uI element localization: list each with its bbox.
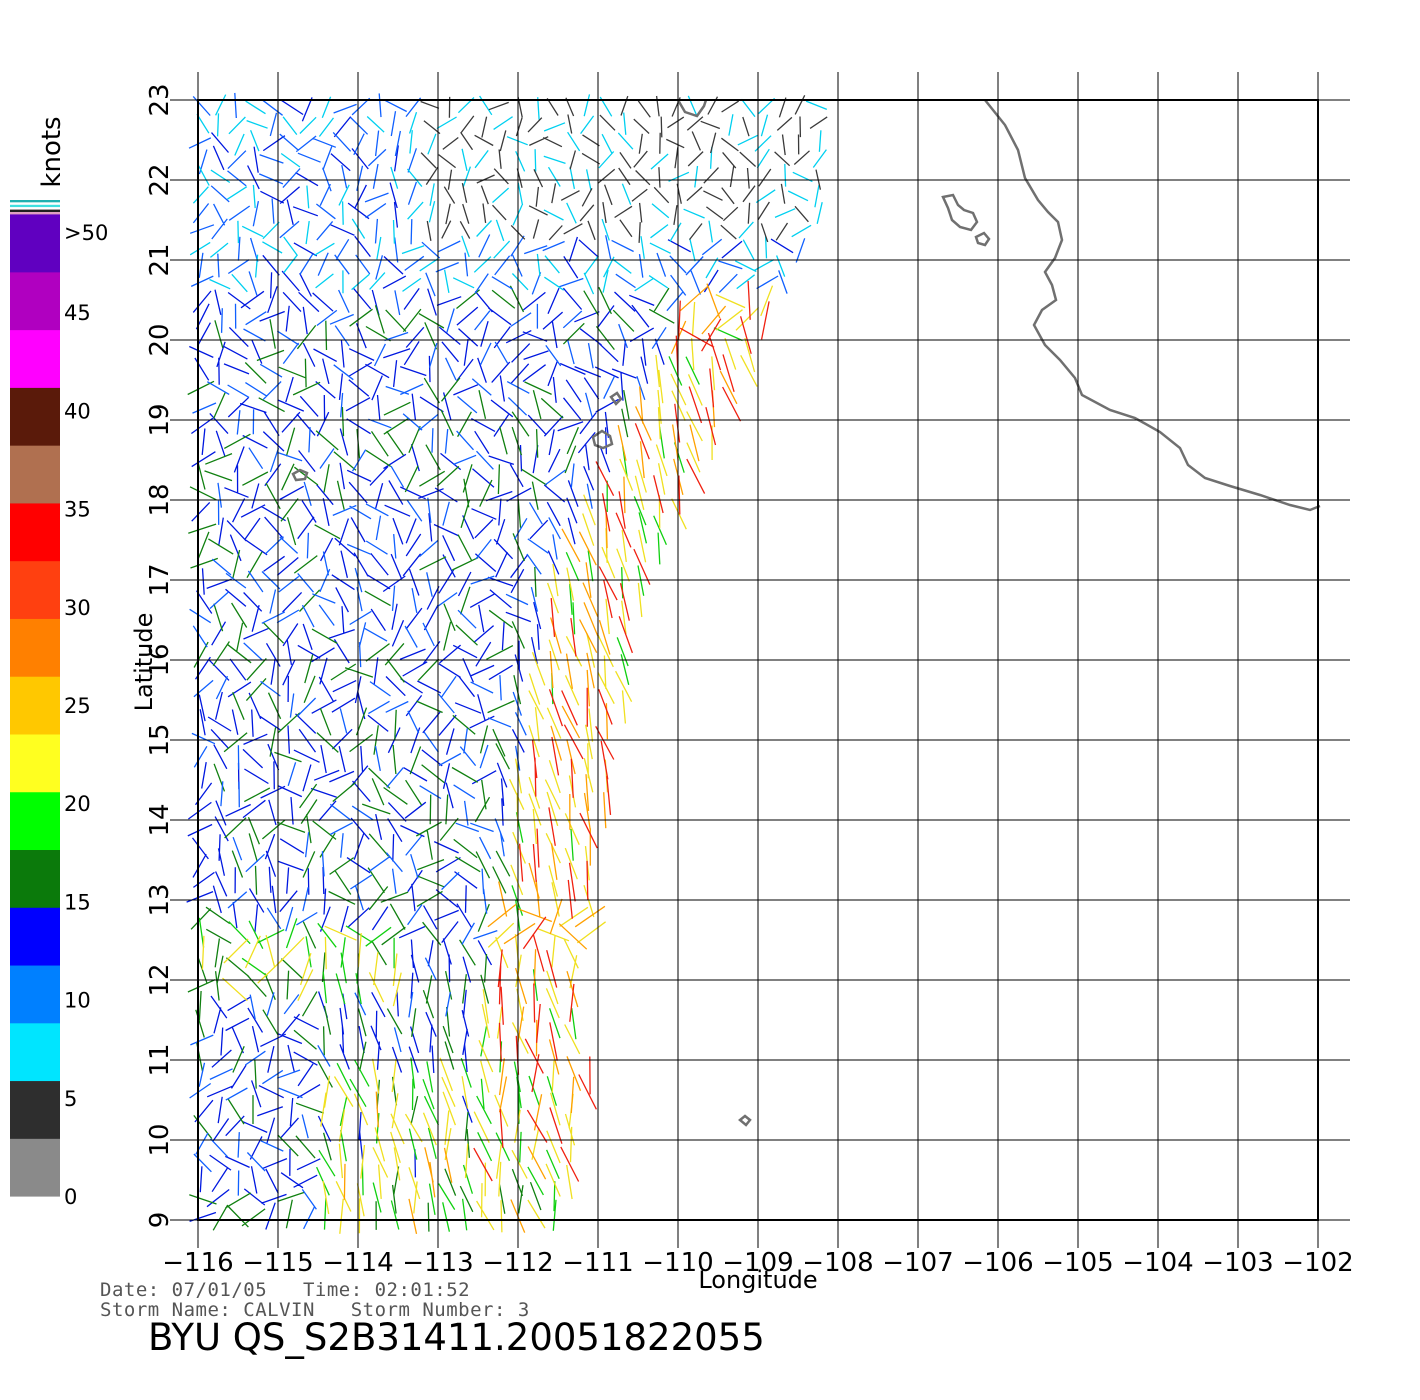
lat-tick-label: 15 [145,723,175,756]
island-san-benedicto [609,391,623,406]
lon-tick-label: −113 [402,1248,473,1278]
wind-barb-group [473,280,770,1182]
lon-tick-label: −115 [242,1248,313,1278]
colorbar-segment [10,502,60,562]
colorbar-segment [10,560,60,619]
lat-tick-label: 18 [145,483,175,516]
wind-barb-group [187,285,675,1232]
lon-tick-label: −110 [642,1248,713,1278]
island-clarion [291,468,309,482]
colorbar-segment [10,1022,60,1082]
lat-tick-label: 12 [145,963,175,996]
colorbar-label: 35 [64,498,91,522]
colorbar-label: 25 [64,694,91,718]
lon-tick-label: −106 [962,1248,1033,1278]
colorbar-segment [10,618,60,677]
lat-tick-label: 14 [145,803,175,836]
colorbar-segment [10,387,60,446]
colorbar-segment [10,849,60,908]
colorbar-segment [10,271,60,331]
lon-tick-label: −111 [562,1248,633,1278]
island-tres-marias [941,193,979,232]
colorbar-cap [10,202,60,205]
lon-tick-label: −114 [322,1248,393,1278]
wind-barb-group [201,285,774,1234]
lat-tick-label: 19 [145,403,175,436]
coastline-layer [291,99,1321,1127]
lat-tick-label: 20 [145,323,175,356]
lat-tick-label: 9 [145,1212,175,1229]
map-frame [197,99,1319,1221]
colorbar-segment [10,329,60,388]
lat-tick-label: 17 [145,563,175,596]
x-axis-label: Longitude [698,1266,817,1294]
lon-tick-label: −105 [1042,1248,1113,1278]
lat-tick-label: 11 [145,1043,175,1076]
lat-tick-label: 13 [145,883,175,916]
colorbar-label: 5 [64,1087,77,1111]
wind-barbs-layer [186,92,828,1235]
lon-tick-label: −107 [882,1248,953,1278]
wind-barb-group [189,94,828,295]
colorbar-segment [10,791,60,851]
storm-info-line: Storm Name: CALVIN Storm Number: 3 [100,1299,530,1321]
coastline-baja-tip [676,99,708,118]
lat-tick-label: 21 [145,243,175,276]
colorbar [10,200,60,1197]
colorbar-segment [10,445,60,504]
colorbar-label: 0 [64,1185,77,1209]
lat-tick-label: 23 [145,83,175,116]
island-socorro [591,429,614,450]
island-small-1 [974,231,991,247]
colorbar-segment [10,964,60,1024]
y-axis-label: Latitude [130,613,158,712]
island-clipperton [738,1114,752,1127]
product-id: BYU QS_S2B31411.20051822055 [148,1316,765,1359]
colorbar-cap [10,207,60,210]
colorbar-segment [10,214,60,273]
colorbar-label: 15 [64,890,91,914]
colorbar-label: >50 [64,221,108,245]
lon-tick-label: −103 [1202,1248,1273,1278]
axis-frame [197,99,1319,1221]
colorbar-label: 40 [64,399,91,423]
colorbar-label: 20 [64,792,91,816]
wind-barbs [186,92,828,1235]
colorbar-unit-label: knots [37,116,67,187]
colorbar-cap [10,209,60,212]
colorbar-segment [10,1080,60,1139]
lon-tick-label: −116 [162,1248,233,1278]
lon-tick-label: −108 [802,1248,873,1278]
colorbar-segment [10,1138,60,1197]
colorbar-cap [10,200,60,203]
lon-tick-label: −104 [1122,1248,1193,1278]
colorbar-label: 45 [64,301,91,325]
lon-tick-label: −112 [482,1248,553,1278]
colorbar-label: 10 [64,989,91,1013]
tick-labels: −116 −115 −114 −113 −112 −111 −110 −109 −108 −107… [145,83,1354,1278]
date-time-line: Date: 07/01/05 Time: 02:01:52 [100,1279,471,1301]
lon-tick-label: −109 [722,1248,793,1278]
lon-tick-label: −102 [1282,1248,1353,1278]
lat-tick-label: 10 [145,1123,175,1156]
wind-barb-group [420,95,828,243]
colorbar-cap [10,204,60,208]
colorbar-segment [10,676,60,735]
wind-barb-group [188,92,806,1230]
colorbar-segment [10,907,60,966]
lat-tick-label: 16 [145,643,175,676]
lat-tick-label: 22 [145,163,175,196]
colorbar-segment [10,733,60,793]
colorbar-cap [10,212,60,215]
colorbar-label: 30 [64,596,91,620]
coastline-mexico [984,99,1321,512]
graticule [170,72,1350,1248]
colorbar-labels: 0 5 10 15 20 25 30 35 40 45 >50 [64,221,108,1209]
